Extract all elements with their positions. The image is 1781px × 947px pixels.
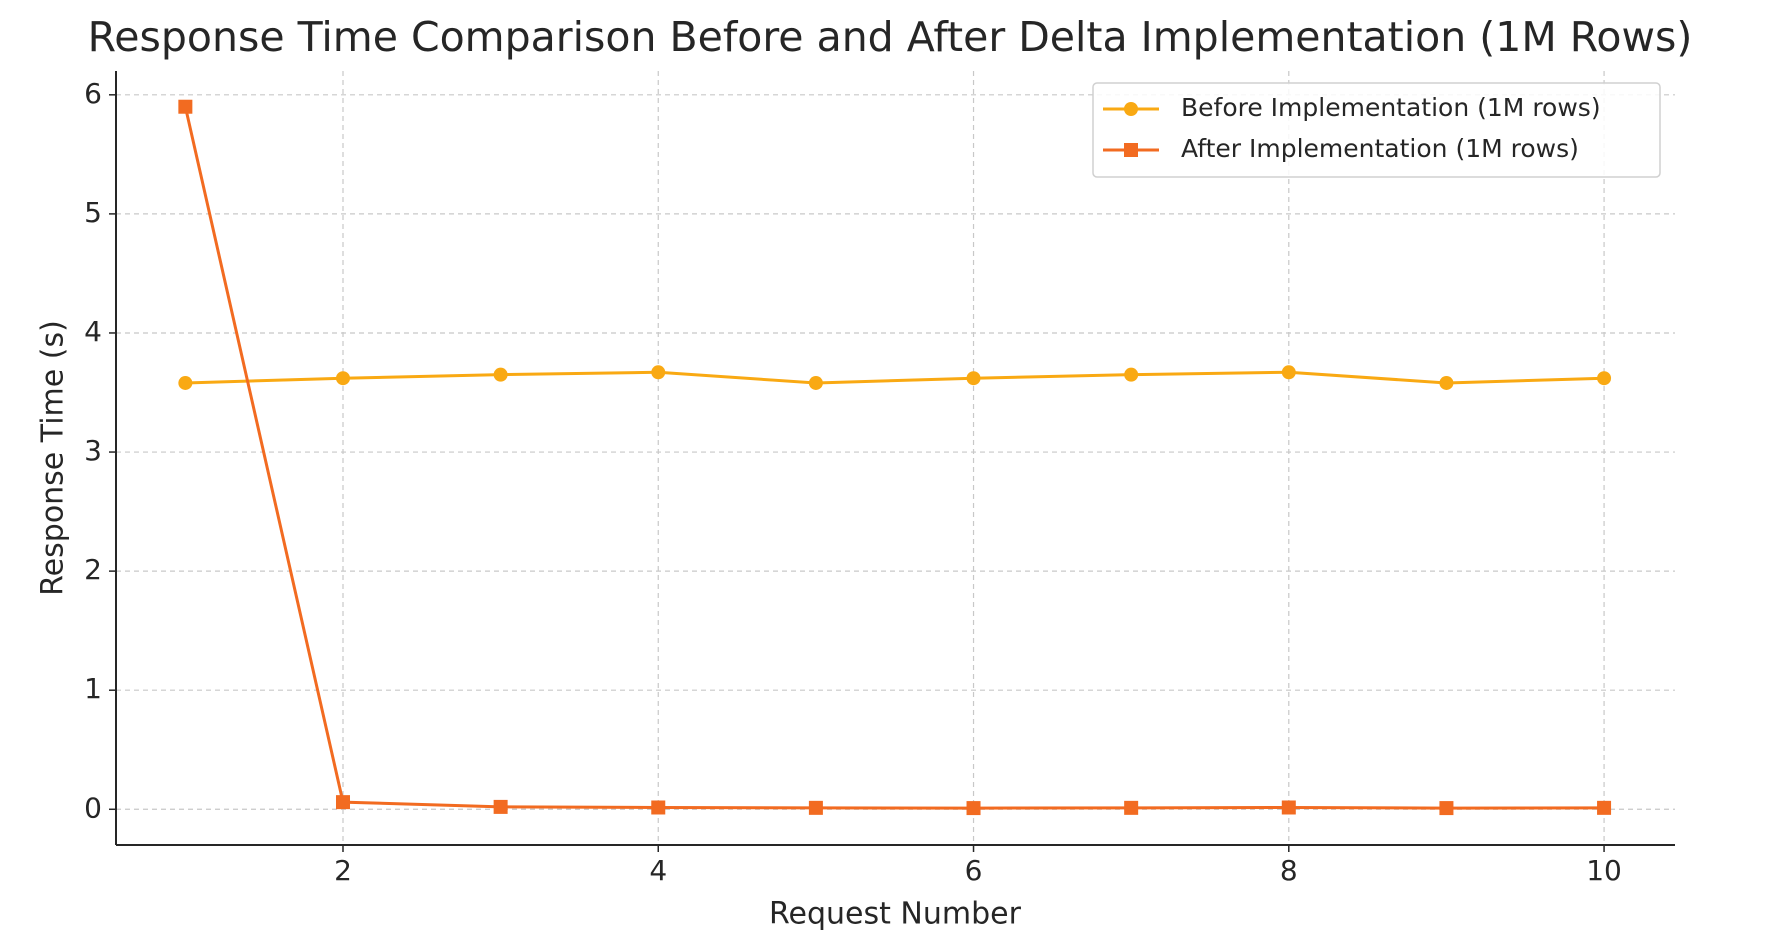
- marker: [1281, 365, 1296, 380]
- marker: [1439, 801, 1454, 816]
- marker: [808, 375, 823, 390]
- marker: [335, 371, 350, 386]
- legend-label: Before Implementation (1M rows): [1181, 93, 1601, 122]
- marker: [1124, 800, 1139, 815]
- y-tick-label: 1: [84, 672, 102, 705]
- x-tick-label: 6: [965, 854, 983, 887]
- x-tick-label: 4: [649, 854, 667, 887]
- x-tick-label: 2: [334, 854, 352, 887]
- marker: [1124, 367, 1139, 382]
- series-line: [185, 370, 1605, 385]
- marker: [178, 375, 193, 390]
- y-tick-label: 5: [84, 196, 102, 229]
- marker: [493, 799, 508, 814]
- y-tick-label: 2: [84, 553, 102, 586]
- y-tick-label: 4: [84, 315, 102, 348]
- marker: [1281, 800, 1296, 815]
- series-line: [183, 106, 1605, 810]
- marker: [493, 367, 508, 382]
- legend-box: [1092, 82, 1661, 178]
- chart-title: Response Time Comparison Before and Afte…: [88, 13, 1693, 61]
- marker: [1439, 375, 1454, 390]
- y-tick-label: 3: [84, 434, 102, 467]
- x-axis-label: Request Number: [769, 897, 1022, 932]
- marker: [966, 371, 981, 386]
- legend: Before Implementation (1M rows) After Imp…: [1092, 82, 1661, 178]
- marker: [1597, 800, 1612, 815]
- marker: [651, 800, 666, 815]
- legend-marker: [1124, 102, 1138, 116]
- marker: [808, 800, 823, 815]
- x-tick-label: 10: [1586, 854, 1622, 887]
- y-tick-label: 0: [84, 791, 102, 824]
- legend-marker: [1124, 143, 1138, 157]
- legend-label: After Implementation (1M rows): [1181, 134, 1579, 163]
- x-tick-label: 8: [1280, 854, 1298, 887]
- marker: [1597, 371, 1612, 386]
- marker: [335, 795, 350, 810]
- y-axis-label: Response Time (s): [36, 320, 71, 596]
- marker: [966, 801, 981, 816]
- y-tick-label: 6: [84, 77, 102, 110]
- marker: [651, 365, 666, 380]
- marker: [178, 99, 193, 114]
